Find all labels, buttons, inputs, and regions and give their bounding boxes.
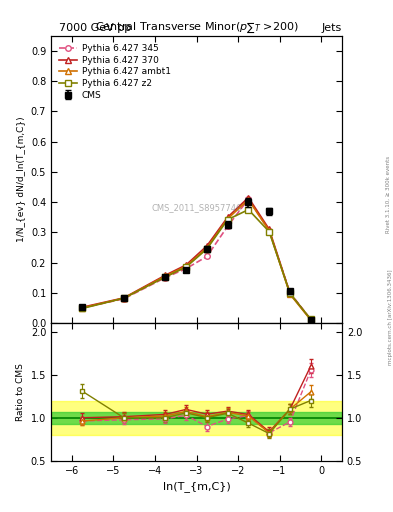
Legend: Pythia 6.427 345, Pythia 6.427 370, Pythia 6.427 ambt1, Pythia 6.427 z2, CMS: Pythia 6.427 345, Pythia 6.427 370, Pyth…	[55, 40, 174, 103]
Title: Central Transverse Minor($p_{\sum T}$ >200): Central Transverse Minor($p_{\sum T}$ >2…	[95, 20, 298, 36]
Pythia 6.427 z2	[80, 305, 84, 311]
Pythia 6.427 370	[204, 243, 209, 249]
Pythia 6.427 z2	[184, 264, 189, 270]
Pythia 6.427 ambt1	[80, 305, 84, 311]
Pythia 6.427 ambt1	[225, 216, 230, 222]
Pythia 6.427 z2	[163, 274, 168, 280]
Pythia 6.427 345	[121, 296, 126, 302]
X-axis label: ln(T_{m,C}): ln(T_{m,C})	[163, 481, 230, 492]
Pythia 6.427 370	[225, 214, 230, 220]
Line: Pythia 6.427 370: Pythia 6.427 370	[79, 195, 314, 323]
Pythia 6.427 345	[267, 228, 272, 234]
Pythia 6.427 370	[288, 290, 292, 296]
Pythia 6.427 ambt1	[184, 263, 189, 269]
Pythia 6.427 370	[267, 226, 272, 232]
Pythia 6.427 z2	[267, 229, 272, 235]
Pythia 6.427 370	[80, 304, 84, 310]
Pythia 6.427 370	[309, 316, 313, 323]
Pythia 6.427 z2	[225, 217, 230, 223]
Pythia 6.427 ambt1	[204, 245, 209, 251]
Pythia 6.427 ambt1	[267, 228, 272, 234]
Pythia 6.427 z2	[246, 206, 251, 212]
Pythia 6.427 370	[246, 195, 251, 201]
Pythia 6.427 z2	[309, 316, 313, 323]
Pythia 6.427 345	[225, 223, 230, 229]
Pythia 6.427 z2	[288, 290, 292, 296]
Text: 7000 GeV pp: 7000 GeV pp	[59, 23, 131, 33]
Y-axis label: 1/N_{ev} dN/d_ln(T_{m,C}): 1/N_{ev} dN/d_ln(T_{m,C})	[16, 117, 25, 242]
Pythia 6.427 345	[246, 196, 251, 202]
Pythia 6.427 ambt1	[163, 273, 168, 279]
Text: CMS_2011_S8957746: CMS_2011_S8957746	[151, 204, 242, 212]
Pythia 6.427 370	[184, 262, 189, 268]
Pythia 6.427 345	[184, 266, 189, 272]
Pythia 6.427 345	[163, 274, 168, 281]
Line: Pythia 6.427 ambt1: Pythia 6.427 ambt1	[79, 197, 314, 323]
Pythia 6.427 345	[309, 316, 313, 323]
Pythia 6.427 z2	[204, 246, 209, 252]
Text: Jets: Jets	[321, 23, 342, 33]
Pythia 6.427 370	[163, 272, 168, 279]
Pythia 6.427 345	[288, 290, 292, 296]
Line: Pythia 6.427 345: Pythia 6.427 345	[79, 196, 314, 322]
Pythia 6.427 ambt1	[309, 317, 313, 323]
Y-axis label: Ratio to CMS: Ratio to CMS	[16, 363, 25, 421]
Text: mcplots.cern.ch [arXiv:1306.3436]: mcplots.cern.ch [arXiv:1306.3436]	[387, 270, 393, 365]
Pythia 6.427 ambt1	[246, 197, 251, 203]
Line: Pythia 6.427 z2: Pythia 6.427 z2	[79, 207, 314, 322]
Pythia 6.427 z2	[121, 295, 126, 301]
Pythia 6.427 345	[204, 253, 209, 260]
Pythia 6.427 370	[121, 295, 126, 301]
Pythia 6.427 345	[80, 305, 84, 311]
Pythia 6.427 ambt1	[121, 295, 126, 301]
Pythia 6.427 ambt1	[288, 291, 292, 297]
Text: Rivet 3.1.10, ≥ 300k events: Rivet 3.1.10, ≥ 300k events	[386, 156, 391, 233]
